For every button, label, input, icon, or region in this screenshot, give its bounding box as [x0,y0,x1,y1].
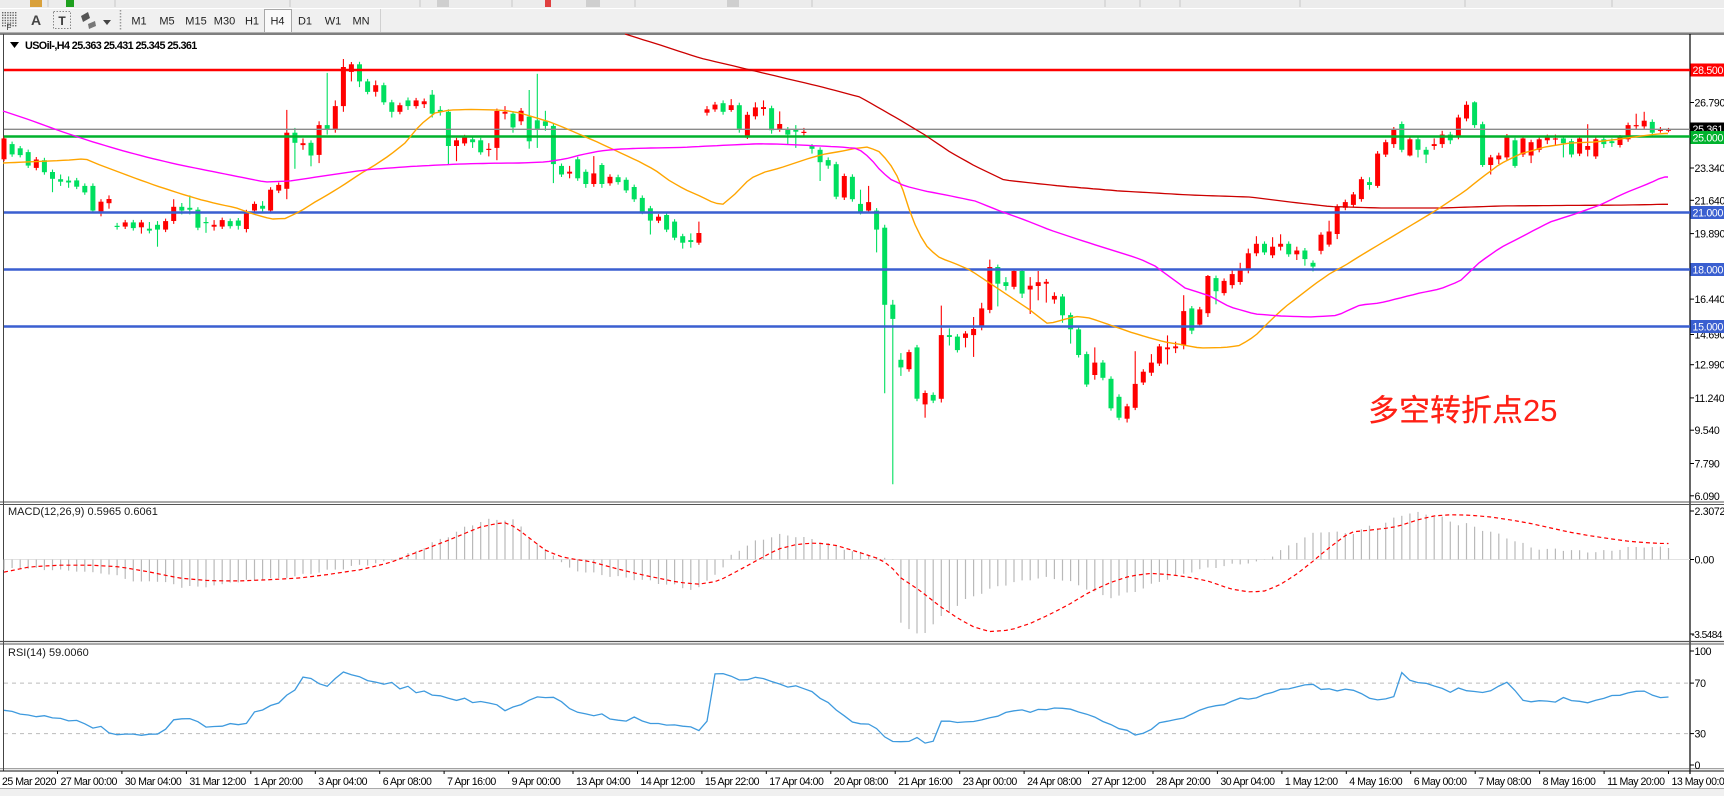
svg-text:11.240: 11.240 [1695,393,1724,405]
svg-text:30 Mar 04:00: 30 Mar 04:00 [125,776,182,788]
svg-text:27 Mar 00:00: 27 Mar 00:00 [61,776,118,788]
svg-text:28 Apr 20:00: 28 Apr 20:00 [1156,776,1211,788]
svg-text:H4: H4 [270,16,284,28]
svg-text:70: 70 [1695,678,1707,690]
svg-text:T: T [58,14,66,28]
svg-text:21 Apr 16:00: 21 Apr 16:00 [898,776,953,788]
svg-text:W1: W1 [325,16,342,28]
svg-text:25: 25 [1523,393,1557,428]
svg-text:0.00: 0.00 [1695,555,1715,567]
svg-text:6.090: 6.090 [1695,491,1720,503]
svg-text:19.890: 19.890 [1695,229,1724,241]
svg-text:M15: M15 [185,16,206,28]
svg-text:6 Apr 08:00: 6 Apr 08:00 [383,776,432,788]
svg-text:M30: M30 [214,16,235,28]
svg-text:6 May 00:00: 6 May 00:00 [1414,776,1467,788]
svg-text:26.790: 26.790 [1695,98,1724,110]
svg-text:MACD(12,26,9) 0.5965 0.6061: MACD(12,26,9) 0.5965 0.6061 [8,506,158,518]
svg-text:23.340: 23.340 [1695,163,1724,175]
svg-text:1 Apr 20:00: 1 Apr 20:00 [254,776,303,788]
svg-text:7 Apr 16:00: 7 Apr 16:00 [447,776,496,788]
svg-text:8 May 16:00: 8 May 16:00 [1543,776,1596,788]
svg-text:7.790: 7.790 [1695,459,1720,471]
svg-text:13 May 00:00: 13 May 00:00 [1672,776,1724,788]
svg-text:100: 100 [1695,646,1712,658]
svg-text:15.000: 15.000 [1693,322,1724,334]
svg-text:A: A [31,12,41,28]
svg-text:M5: M5 [159,16,174,28]
svg-text:2.3072: 2.3072 [1695,506,1724,518]
svg-text:9 Apr 00:00: 9 Apr 00:00 [512,776,561,788]
svg-text:4 May 16:00: 4 May 16:00 [1349,776,1402,788]
svg-text:18.000: 18.000 [1693,265,1724,277]
svg-text:3 Apr 04:00: 3 Apr 04:00 [318,776,367,788]
svg-text:21.000: 21.000 [1693,208,1724,220]
svg-text:7 May 08:00: 7 May 08:00 [1478,776,1531,788]
svg-text:-3.5484: -3.5484 [1692,630,1723,641]
svg-text:24 Apr 08:00: 24 Apr 08:00 [1027,776,1082,788]
svg-text:13 Apr 04:00: 13 Apr 04:00 [576,776,631,788]
svg-text:1 May 12:00: 1 May 12:00 [1285,776,1338,788]
svg-text:25 Mar 2020: 25 Mar 2020 [2,776,57,788]
svg-text:11 May 20:00: 11 May 20:00 [1607,776,1665,788]
svg-text:RSI(14) 59.0060: RSI(14) 59.0060 [8,647,89,659]
svg-text:30: 30 [1695,729,1707,741]
svg-text:16.440: 16.440 [1695,294,1724,306]
svg-text:F: F [7,23,12,32]
svg-text:H1: H1 [245,16,259,28]
svg-text:12.990: 12.990 [1695,360,1724,372]
svg-text:23 Apr 00:00: 23 Apr 00:00 [963,776,1018,788]
svg-text:D1: D1 [298,16,312,28]
svg-text:28.500: 28.500 [1693,65,1724,77]
svg-text:20 Apr 08:00: 20 Apr 08:00 [834,776,889,788]
svg-text:USOil-,H4 25.363 25.431 25.345: USOil-,H4 25.363 25.431 25.345 25.361 [25,40,197,52]
svg-text:15 Apr 22:00: 15 Apr 22:00 [705,776,760,788]
svg-text:MN: MN [352,16,369,28]
svg-text:17 Apr 04:00: 17 Apr 04:00 [769,776,824,788]
svg-text:M1: M1 [131,16,146,28]
svg-text:14 Apr 12:00: 14 Apr 12:00 [641,776,696,788]
svg-text:25.000: 25.000 [1693,133,1724,145]
svg-text:0: 0 [1695,760,1701,772]
svg-text:9.540: 9.540 [1695,425,1720,437]
svg-text:30 Apr 04:00: 30 Apr 04:00 [1220,776,1275,788]
svg-text:21.640: 21.640 [1695,195,1724,207]
svg-text:27 Apr 12:00: 27 Apr 12:00 [1092,776,1147,788]
svg-text:31 Mar 12:00: 31 Mar 12:00 [189,776,246,788]
